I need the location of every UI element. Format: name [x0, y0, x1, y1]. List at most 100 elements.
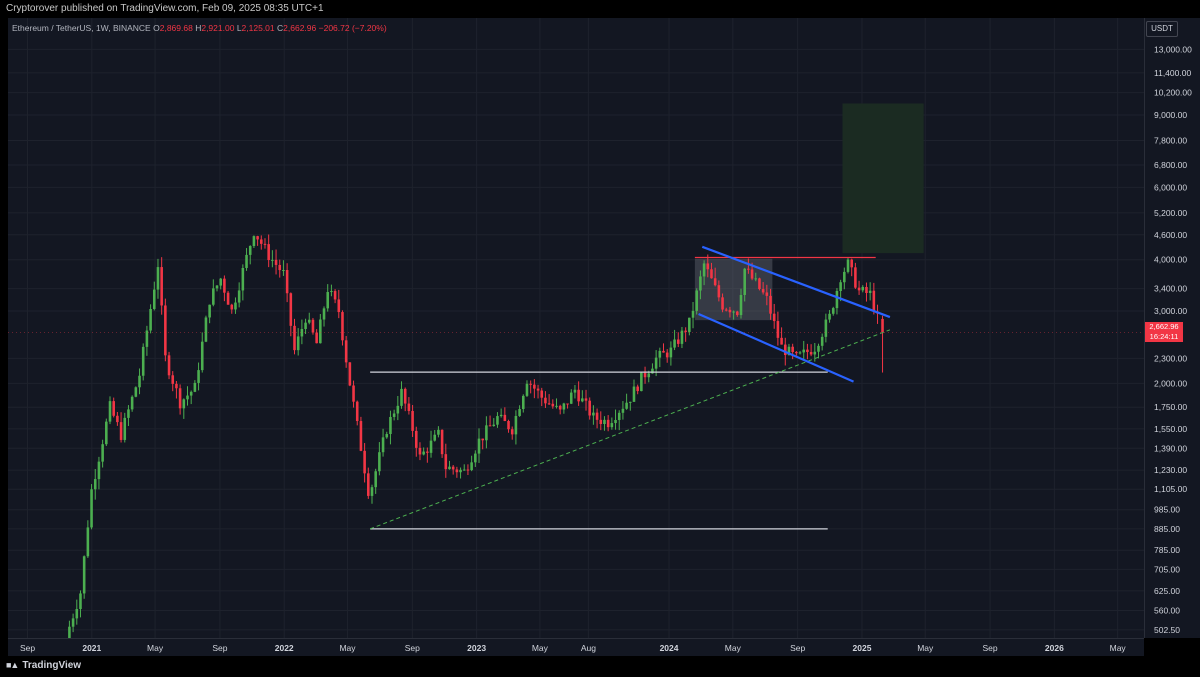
price-tick-label: 625.00: [1154, 586, 1180, 596]
candle-body: [175, 383, 178, 389]
candle-body: [200, 341, 204, 371]
price-tick-label: 4,600.00: [1154, 230, 1187, 240]
candle-body: [488, 425, 492, 427]
candle-body: [514, 415, 518, 435]
time-tick-label: May: [339, 643, 356, 653]
candle-body: [485, 425, 488, 441]
candle-body: [477, 438, 481, 454]
candle-body: [71, 618, 75, 627]
candlestick-chart[interactable]: [8, 18, 1144, 638]
price-tick-label: 1,390.00: [1154, 443, 1187, 453]
candle-body: [189, 391, 193, 396]
candle-body: [828, 313, 831, 320]
price-tick-label: 4,000.00: [1154, 255, 1187, 265]
candle-body: [654, 357, 658, 369]
candle-body: [171, 375, 175, 384]
candle-body: [333, 291, 337, 300]
candle-body: [149, 309, 152, 331]
time-tick-label: May: [1110, 643, 1127, 653]
candle-body: [536, 388, 540, 391]
candle-body: [558, 405, 562, 410]
candle-body: [632, 386, 636, 402]
candle-body: [68, 626, 71, 638]
candle-body: [459, 469, 462, 473]
tradingview-logo[interactable]: ■▲ TradingView: [6, 660, 81, 671]
candle-body: [717, 285, 721, 298]
candle-body: [311, 319, 315, 333]
candle-body: [440, 429, 444, 455]
time-tick-label: May: [917, 643, 934, 653]
rising-trendline: [369, 329, 891, 530]
candle-body: [392, 413, 396, 417]
candle-body: [433, 434, 437, 441]
candle-body: [551, 403, 555, 407]
candle-body: [112, 401, 115, 416]
candle-body: [267, 244, 270, 261]
candle-body: [617, 412, 621, 421]
candle-body: [643, 372, 647, 378]
candle-body: [529, 383, 532, 385]
candle-body: [396, 405, 400, 414]
candle-body: [736, 311, 739, 316]
footer-bar: [0, 656, 1200, 677]
publication-header: Cryptorover published on TradingView.com…: [0, 0, 1200, 18]
candle-body: [761, 289, 765, 293]
time-tick-label: May: [147, 643, 164, 653]
candle-body: [621, 408, 625, 413]
candle-body: [182, 399, 186, 409]
candle-body: [868, 290, 872, 293]
time-tick-label: Sep: [983, 643, 998, 653]
candle-body: [119, 422, 123, 440]
candle-body: [798, 352, 802, 354]
candle-body: [831, 308, 835, 314]
candle-body: [260, 239, 263, 244]
candle-body: [625, 402, 628, 409]
candle-body: [426, 451, 429, 453]
candle-body: [411, 410, 414, 431]
candle-body: [370, 487, 374, 496]
time-axis[interactable]: Sep 2021 May Sep 2022 May Sep 2023 May Aug 2024 May…: [8, 638, 1144, 656]
candle-body: [212, 288, 215, 305]
candle-body: [754, 278, 758, 280]
candle-body: [223, 278, 226, 293]
candle-body: [274, 259, 278, 265]
candle-body: [647, 373, 651, 378]
candle-body: [105, 421, 108, 445]
candle-body: [713, 278, 717, 286]
candle-body: [555, 405, 558, 407]
candle-body: [603, 419, 606, 424]
candle-body: [429, 440, 433, 453]
candle-body: [544, 397, 547, 404]
candle-body: [341, 312, 344, 341]
candle-body: [152, 289, 156, 310]
chart-pane[interactable]: [8, 18, 1144, 638]
low-value: 2,125.01: [241, 23, 275, 33]
candle-body: [850, 259, 853, 268]
candle-body: [167, 355, 171, 376]
candle-body: [337, 299, 341, 313]
time-tick-label: 2022: [275, 643, 294, 653]
candle-body: [178, 388, 182, 409]
candle-body: [728, 309, 732, 313]
candle-body: [330, 291, 333, 293]
price-tick-label: 1,105.00: [1154, 484, 1187, 494]
candle-body: [521, 395, 525, 410]
candle-body: [234, 302, 237, 310]
candle-body: [344, 340, 348, 363]
candle-body: [614, 420, 617, 424]
candle-body: [835, 290, 839, 309]
candle-body: [437, 429, 440, 435]
last-candle-body: [881, 318, 884, 333]
candle-body: [466, 469, 470, 471]
candle-body: [444, 454, 448, 470]
candle-body: [116, 415, 119, 423]
candle-body: [783, 344, 787, 356]
candle-body: [739, 294, 743, 316]
currency-button[interactable]: USDT: [1146, 21, 1178, 37]
candle-body: [525, 383, 529, 396]
price-tick-label: 3,000.00: [1154, 306, 1187, 316]
price-tick-label: 7,800.00: [1154, 136, 1187, 146]
candle-body: [809, 352, 813, 355]
candle-body: [839, 282, 842, 291]
candle-body: [702, 263, 706, 277]
